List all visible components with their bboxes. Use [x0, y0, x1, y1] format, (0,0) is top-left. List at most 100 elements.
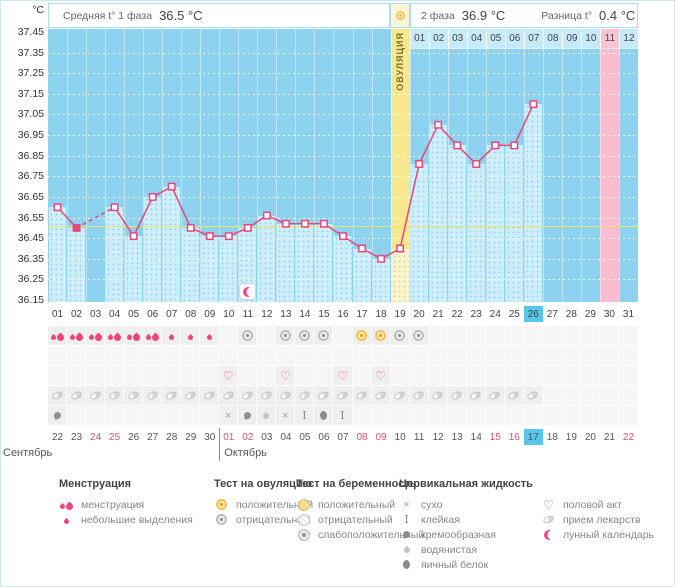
temperature-point[interactable]	[72, 223, 81, 232]
date-cell[interactable]: 06	[318, 431, 330, 443]
date-cell[interactable]: 24	[90, 431, 102, 443]
date-cell[interactable]: 02	[242, 431, 254, 443]
cycle-day-cell[interactable]: 22	[451, 308, 463, 320]
temperature-point[interactable]	[281, 219, 290, 228]
temperature-point[interactable]	[224, 232, 233, 241]
date-cell[interactable]: 22	[622, 431, 635, 443]
date-cell[interactable]: 09	[375, 431, 387, 443]
temperature-point[interactable]	[453, 141, 462, 150]
cycle-day-cell[interactable]: 10	[223, 308, 235, 320]
date-cell[interactable]: 03	[261, 431, 273, 443]
cycle-day-cell[interactable]: 03	[90, 308, 102, 320]
date-cell[interactable]: 21	[603, 431, 615, 443]
cycle-day-cell[interactable]: 06	[147, 308, 159, 320]
temperature-point[interactable]	[377, 254, 386, 263]
cycle-day-cell[interactable]: 09	[204, 308, 216, 320]
temperature-point[interactable]	[110, 203, 119, 212]
y-axis-tick-label: 36.75	[17, 170, 44, 183]
cycle-day-cell[interactable]: 24	[489, 308, 501, 320]
temperature-point[interactable]	[243, 223, 252, 232]
date-cell[interactable]: 26	[128, 431, 140, 443]
date-cell[interactable]: 10	[394, 431, 406, 443]
date-cell[interactable]: 27	[147, 431, 159, 443]
date-cell[interactable]: 25	[109, 431, 121, 443]
temperature-point[interactable]	[529, 100, 538, 109]
date-cell[interactable]: 18	[546, 431, 558, 443]
cycle-day-cell[interactable]: 28	[565, 308, 577, 320]
cycle-day-cell[interactable]: 07	[166, 308, 178, 320]
temperature-point[interactable]	[339, 232, 347, 241]
temperature-point[interactable]	[320, 219, 328, 228]
date-cell[interactable]: 11	[413, 431, 425, 443]
date-cell[interactable]: 07	[337, 431, 349, 443]
temperature-bar	[49, 207, 67, 302]
phase2-day-number: 12	[618, 29, 638, 49]
event-cell	[390, 346, 410, 365]
cycle-day-cell[interactable]: 16	[337, 308, 349, 320]
cycle-day-cell[interactable]: 19	[394, 308, 406, 320]
date-cell[interactable]: 13	[451, 431, 463, 443]
temperature-point[interactable]	[491, 141, 500, 150]
cycle-day-cell[interactable]: 14	[299, 308, 311, 320]
date-cell[interactable]: 04	[280, 431, 292, 443]
date-cell[interactable]: 12	[432, 431, 444, 443]
phase1-average-value: 36.5 °C	[159, 8, 203, 23]
cycle-day-cell[interactable]: 01	[51, 308, 64, 320]
event-cell	[105, 366, 125, 385]
cycle-day-cell[interactable]: 26	[523, 306, 543, 322]
cycle-day-cell[interactable]: 04	[109, 308, 121, 320]
date-cell[interactable]: 22	[51, 431, 64, 443]
temperature-point[interactable]	[434, 120, 443, 129]
date-cell[interactable]: 29	[185, 431, 197, 443]
cycle-day-cell[interactable]: 08	[185, 308, 197, 320]
event-cell	[162, 386, 182, 405]
date-cell[interactable]: 30	[204, 431, 216, 443]
event-cell	[276, 346, 296, 365]
cycle-day-cell[interactable]: 31	[622, 308, 635, 320]
cycle-day-cell[interactable]: 25	[508, 308, 520, 320]
date-cell[interactable]: 15	[489, 431, 501, 443]
cycle-day-cell[interactable]: 18	[375, 308, 387, 320]
temperature-point[interactable]	[510, 141, 519, 150]
event-cell	[276, 386, 296, 405]
temperature-point[interactable]	[205, 232, 214, 241]
temperature-point[interactable]	[262, 211, 271, 220]
month-label-october: Октябрь	[224, 447, 267, 459]
date-cell[interactable]: 08	[356, 431, 368, 443]
temperature-point[interactable]	[167, 182, 176, 191]
temperature-point[interactable]	[186, 223, 195, 232]
temperature-point[interactable]	[300, 219, 309, 228]
temperature-point[interactable]	[358, 244, 366, 253]
temperature-point[interactable]	[129, 232, 138, 241]
medication-pill-icon	[126, 390, 140, 401]
temperature-point[interactable]	[415, 160, 424, 168]
date-cell[interactable]: 19	[565, 431, 577, 443]
cycle-day-cell[interactable]: 23	[470, 308, 482, 320]
cycle-day-cell[interactable]: 13	[280, 308, 292, 320]
temperature-point[interactable]	[53, 203, 62, 212]
cycle-day-cell[interactable]: 29	[584, 308, 596, 320]
date-cell[interactable]: 23	[70, 431, 83, 443]
date-cell[interactable]: 16	[508, 431, 520, 443]
cycle-day-cell[interactable]: 11	[242, 308, 254, 320]
legend-item: × сухо	[399, 497, 533, 512]
date-cell[interactable]: 20	[584, 431, 596, 443]
cycle-day-cell[interactable]: 15	[318, 308, 330, 320]
temperature-point[interactable]	[396, 244, 405, 253]
date-cell[interactable]: 17	[523, 429, 543, 445]
cycle-day-cell[interactable]: 12	[261, 308, 273, 320]
cycle-day-cell[interactable]: 02	[70, 308, 83, 320]
temperature-point[interactable]	[472, 160, 481, 168]
cycle-day-cell[interactable]: 21	[432, 308, 444, 320]
date-cell[interactable]: 28	[166, 431, 178, 443]
cycle-day-cell[interactable]: 27	[546, 308, 558, 320]
cycle-day-cell[interactable]: 17	[356, 308, 368, 320]
date-cell[interactable]: 14	[470, 431, 482, 443]
cycle-day-cell[interactable]: 20	[413, 308, 425, 320]
y-axis-tick-label: 37.15	[17, 87, 44, 100]
date-cell[interactable]: 01	[223, 431, 235, 443]
cycle-day-cell[interactable]: 30	[603, 308, 615, 320]
date-cell[interactable]: 05	[299, 431, 311, 443]
temperature-point[interactable]	[148, 193, 157, 201]
cycle-day-cell[interactable]: 05	[128, 308, 140, 320]
